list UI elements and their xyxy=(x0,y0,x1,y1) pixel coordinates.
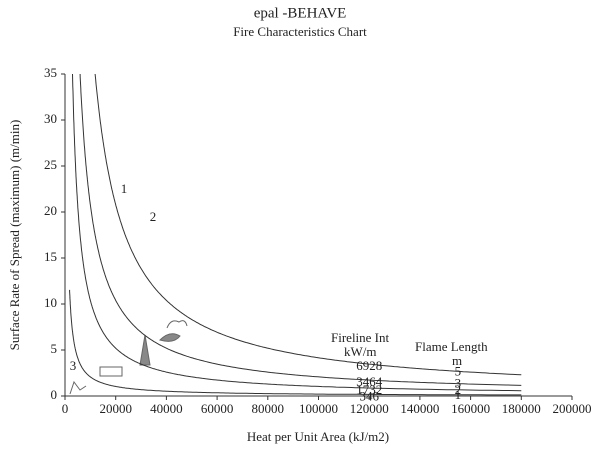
x-axis-label: Heat per Unit Area (kJ/m2) xyxy=(247,429,389,444)
y-tick-label: 0 xyxy=(51,387,58,402)
icon-smoke-plume xyxy=(166,320,188,329)
y-tick-label: 20 xyxy=(44,203,57,218)
x-tick-label: 100000 xyxy=(299,401,338,416)
x-tick-label: 0 xyxy=(62,401,69,416)
intensity-label: 6928 xyxy=(356,358,382,373)
y-tick-label: 30 xyxy=(44,111,57,126)
x-tick-label: 120000 xyxy=(350,401,389,416)
chart-title: epal -BEHAVE xyxy=(254,5,347,21)
x-tick-label: 40000 xyxy=(150,401,183,416)
fuel-icons xyxy=(69,320,188,395)
intensity-unit: kW/m xyxy=(344,344,377,359)
icon-grass xyxy=(69,380,87,395)
flame-unit: m xyxy=(452,353,462,368)
intensity-curve xyxy=(72,73,522,392)
x-tick-label: 20000 xyxy=(99,401,132,416)
zone-label: 1 xyxy=(121,181,128,196)
intensity-curve xyxy=(79,73,522,386)
x-tick-label: 140000 xyxy=(400,401,439,416)
zone-label: 2 xyxy=(150,209,157,224)
y-tick-label: 25 xyxy=(44,157,57,172)
flame-header: Flame Length xyxy=(415,339,488,354)
intensity-curve xyxy=(69,289,522,396)
intensity-label: 1732 xyxy=(356,382,382,397)
x-tick-label: 60000 xyxy=(201,401,234,416)
y-tick-label: 5 xyxy=(51,341,58,356)
y-tick-label: 10 xyxy=(44,295,57,310)
intensity-curve xyxy=(94,73,522,376)
x-tick-label: 80000 xyxy=(252,401,285,416)
y-tick-label: 35 xyxy=(44,65,57,80)
x-tick-label: 160000 xyxy=(451,401,490,416)
intensity-label: 346 xyxy=(359,388,379,403)
chart-subtitle: Fire Characteristics Chart xyxy=(233,24,367,39)
y-tick-label: 15 xyxy=(44,249,57,264)
icon-machine xyxy=(99,366,123,377)
icon-smoke xyxy=(159,333,181,342)
x-tick-label: 200000 xyxy=(553,401,592,416)
flame-length-label: 2 xyxy=(455,382,462,397)
flame-length-label: 5 xyxy=(455,363,462,378)
icon-tree xyxy=(139,334,151,366)
flame-length-label: 3 xyxy=(455,376,462,391)
intensity-header: Fireline Int xyxy=(331,330,390,345)
intensity-label: 3464 xyxy=(356,374,383,389)
zone-label: 3 xyxy=(70,358,77,373)
x-tick-label: 180000 xyxy=(502,401,541,416)
y-axis-label: Surface Rate of Spread (maximum) (m/min) xyxy=(7,120,22,351)
flame-length-label: 1 xyxy=(455,387,462,402)
